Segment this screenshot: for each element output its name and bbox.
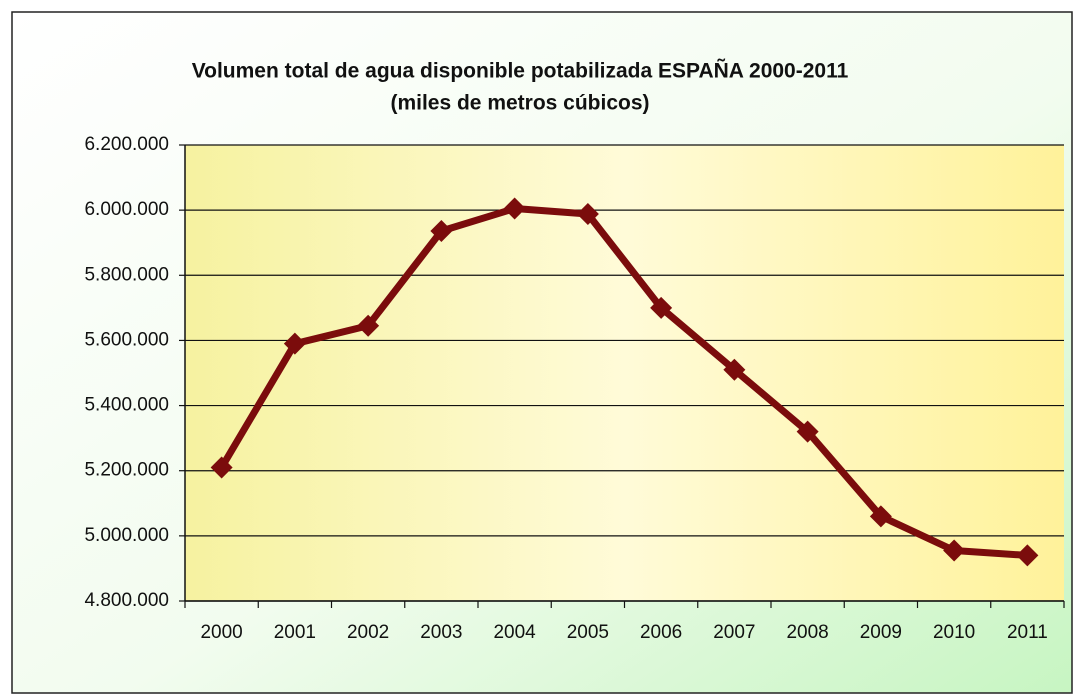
chart-subtitle: (miles de metros cúbicos) <box>390 92 649 115</box>
plot-area <box>185 145 1064 601</box>
data-point <box>430 219 453 242</box>
data-point <box>357 314 380 337</box>
data-point <box>650 296 673 319</box>
data-point <box>1016 544 1039 567</box>
data-point <box>503 197 526 220</box>
y-tick-label: 5.800.000 <box>84 264 169 285</box>
data-point <box>796 420 819 443</box>
y-tick-label: 4.800.000 <box>84 590 169 611</box>
x-tick-label: 2009 <box>860 622 902 643</box>
x-tick-label: 2007 <box>713 622 755 643</box>
y-tick-label: 5.600.000 <box>84 329 169 350</box>
y-tick-label: 6.200.000 <box>84 134 169 155</box>
data-point <box>283 332 306 355</box>
data-point <box>576 203 599 226</box>
x-tick-label: 2006 <box>640 622 682 643</box>
y-tick-label: 5.000.000 <box>84 525 169 546</box>
data-point <box>210 456 233 479</box>
chart-title: Volumen total de agua disponible potabil… <box>192 60 849 83</box>
x-tick-label: 2003 <box>420 622 462 643</box>
data-point <box>943 539 966 562</box>
y-tick-label: 5.200.000 <box>84 460 169 481</box>
data-line <box>218 205 1028 559</box>
x-tick-label: 2001 <box>274 622 316 643</box>
x-tick-label: 2005 <box>567 622 609 643</box>
data-point <box>723 358 746 381</box>
x-tick-label: 2004 <box>493 622 536 643</box>
x-tick-label: 2011 <box>1007 622 1048 643</box>
x-tick-label: 2000 <box>200 622 242 643</box>
x-tick-label: 2008 <box>786 622 828 643</box>
x-tick-label: 2002 <box>347 622 389 643</box>
x-tick-label: 2010 <box>933 622 975 643</box>
y-tick-label: 5.400.000 <box>84 395 169 416</box>
data-point <box>869 505 892 528</box>
y-tick-label: 6.000.000 <box>84 199 169 220</box>
